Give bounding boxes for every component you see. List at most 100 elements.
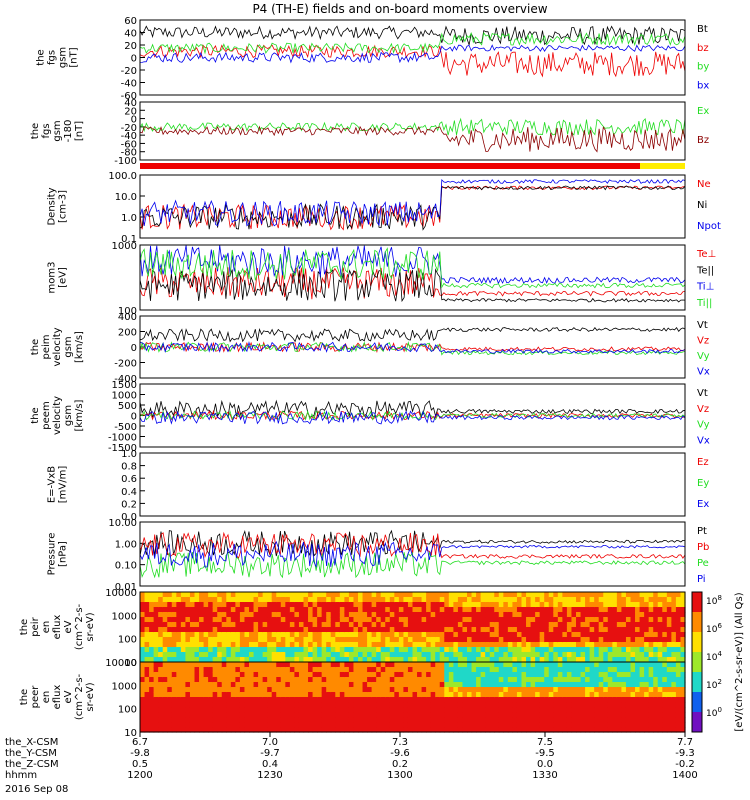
- heatmap-cell: [566, 692, 573, 698]
- heatmap-cell: [435, 602, 441, 608]
- heatmap-cell: [680, 707, 686, 713]
- heatmap-cell: [625, 712, 632, 718]
- heatmap-cell: [271, 702, 277, 708]
- heatmap-cell: [671, 607, 677, 613]
- heatmap-cell: [262, 617, 268, 623]
- heatmap-cell: [285, 637, 291, 643]
- heatmap-cell: [162, 632, 168, 638]
- heatmap-cell: [389, 642, 395, 648]
- x-tick-label: -9.3: [675, 748, 695, 759]
- heatmap-cell: [462, 622, 468, 628]
- heatmap-cell: [367, 707, 373, 713]
- heatmap-cell: [657, 717, 663, 723]
- heatmap-cell: [598, 672, 604, 678]
- heatmap-cell: [635, 702, 641, 708]
- heatmap-cell: [239, 632, 246, 638]
- heatmap-cell: [308, 632, 314, 638]
- heatmap-cell: [376, 677, 382, 683]
- heatmap-cell: [321, 647, 327, 653]
- heatmap-cell: [430, 717, 436, 723]
- heatmap-cell: [344, 602, 350, 608]
- heatmap-cell: [398, 717, 405, 723]
- heatmap-cell: [289, 692, 296, 698]
- heatmap-cell: [208, 712, 214, 718]
- heatmap-cell: [376, 682, 382, 688]
- heatmap-cell: [317, 622, 323, 628]
- heatmap-cell: [644, 642, 650, 648]
- heatmap-cell: [244, 722, 250, 728]
- heatmap-cell: [417, 727, 423, 733]
- heatmap-cell: [194, 632, 200, 638]
- series-Te⊥: [139, 266, 686, 300]
- heatmap-cell: [453, 647, 459, 653]
- heatmap-cell: [539, 707, 545, 713]
- heatmap-cell: [394, 692, 400, 698]
- y-axis-label-part: gsm: [52, 120, 63, 141]
- heatmap-cell: [176, 597, 182, 603]
- heatmap-cell: [203, 722, 209, 728]
- heatmap-cell: [476, 592, 482, 598]
- heatmap-cell: [185, 692, 191, 698]
- heatmap-cell: [308, 612, 314, 618]
- heatmap-cell: [280, 627, 286, 633]
- heatmap-cell: [189, 612, 196, 618]
- heatmap-cell: [539, 677, 545, 683]
- heatmap-cell: [526, 712, 532, 718]
- heatmap-cell: [339, 712, 345, 718]
- heatmap-cell: [303, 692, 309, 698]
- heatmap-cell: [485, 702, 491, 708]
- heatmap-cell: [199, 652, 205, 658]
- heatmap-cell: [312, 667, 318, 673]
- heatmap-cell: [530, 672, 536, 678]
- heatmap-cell: [289, 677, 296, 683]
- heatmap-cell: [348, 642, 355, 648]
- y-tick-label: 0: [131, 54, 137, 65]
- heatmap-cell: [489, 592, 495, 598]
- heatmap-cell: [480, 612, 486, 618]
- heatmap-cell: [199, 617, 205, 623]
- y-tick-label: 1000: [112, 611, 137, 622]
- heatmap-cell: [308, 627, 314, 633]
- heatmap-cell: [258, 592, 264, 598]
- heatmap-cell: [208, 662, 214, 668]
- heatmap-cell: [489, 617, 495, 623]
- heatmap-cell: [162, 612, 168, 618]
- heatmap-cell: [312, 722, 318, 728]
- series-Vx: [139, 409, 686, 425]
- heatmap-cell: [153, 612, 159, 618]
- heatmap-cell: [371, 647, 377, 653]
- y-tick-label: 40: [124, 98, 137, 109]
- y-tick-label: 100: [118, 635, 137, 646]
- heatmap-cell: [348, 637, 355, 643]
- heatmap-cell: [348, 652, 355, 658]
- y-axis-label-part: [km/s]: [74, 399, 85, 431]
- heatmap-cell: [494, 617, 500, 623]
- heatmap-cell: [180, 707, 187, 713]
- heatmap-cell: [389, 687, 395, 693]
- heatmap-cell: [467, 642, 473, 648]
- heatmap-cell: [171, 602, 177, 608]
- heatmap-cell: [580, 617, 586, 623]
- heatmap-cell: [453, 707, 459, 713]
- heatmap-cell: [407, 702, 414, 708]
- series-Vt: [139, 327, 686, 343]
- heatmap-cell: [476, 687, 482, 693]
- heatmap-cell: [544, 612, 550, 618]
- heatmap-cell: [421, 682, 427, 688]
- heatmap-cell: [635, 717, 641, 723]
- heatmap-cell: [453, 692, 459, 698]
- x-tick-label: 1200: [127, 770, 152, 781]
- heatmap-cell: [344, 637, 350, 643]
- heatmap-cell: [571, 702, 577, 708]
- heatmap-cell: [262, 642, 268, 648]
- heatmap-cell: [330, 707, 336, 713]
- heatmap-cell: [226, 632, 232, 638]
- heatmap-cell: [657, 647, 663, 653]
- heatmap-cell: [516, 632, 523, 638]
- heatmap-cell: [317, 592, 323, 598]
- heatmap-cell: [367, 657, 373, 663]
- heatmap-cell: [671, 647, 677, 653]
- heatmap-cell: [648, 677, 654, 683]
- heatmap-cell: [176, 607, 182, 613]
- heatmap-cell: [344, 687, 350, 693]
